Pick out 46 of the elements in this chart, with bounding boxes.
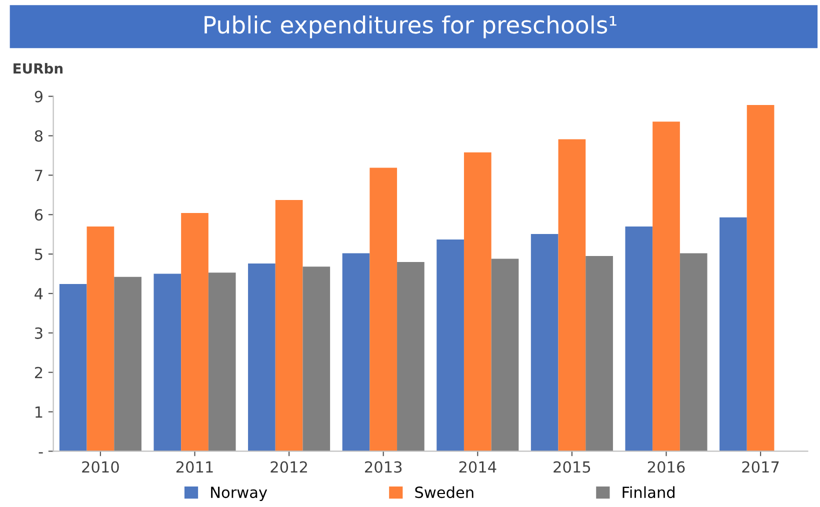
bar <box>114 276 142 452</box>
y-tick-label: 3 <box>35 327 42 339</box>
y-tick-label: 2 <box>34 366 42 378</box>
x-tick-label: 2015 <box>554 461 590 473</box>
x-tick-label: 2014 <box>459 461 496 473</box>
x-tick-label: 2010 <box>82 461 119 473</box>
legend-label: Finland <box>622 486 674 498</box>
y-tick-label: 1 <box>36 406 42 418</box>
bar <box>342 253 370 452</box>
legend-label: Sweden <box>415 486 474 498</box>
y-axis-title: EURbn <box>14 62 63 74</box>
bar <box>746 105 774 452</box>
bar <box>491 258 519 452</box>
bar <box>86 226 114 452</box>
y-tick-label: 9 <box>34 90 43 102</box>
bar <box>302 266 330 452</box>
bar <box>680 253 708 452</box>
bar <box>248 264 276 452</box>
y-tick-label: 8 <box>34 130 43 142</box>
bar <box>370 168 398 452</box>
bar <box>625 226 653 452</box>
bar <box>558 139 586 452</box>
x-tick-label: 2012 <box>270 461 307 473</box>
chart-title: Public expenditures for preschools¹ <box>204 15 616 38</box>
x-tick-label: 2011 <box>176 461 213 473</box>
y-tick-label: 5 <box>35 248 42 260</box>
legend-label: Norway <box>211 486 268 502</box>
y-tick-label: 6 <box>34 209 43 221</box>
bar <box>530 234 558 452</box>
bar <box>181 213 208 452</box>
bar <box>436 239 464 452</box>
y-tick-label: - <box>38 452 43 454</box>
bar <box>208 272 236 452</box>
bar <box>586 256 613 452</box>
bar <box>464 152 492 452</box>
bar <box>652 122 680 452</box>
y-tick-label: 7 <box>35 170 42 181</box>
y-tick-label: 4 <box>34 288 43 300</box>
bar <box>720 217 747 452</box>
bar <box>59 284 87 452</box>
x-tick-label: 2013 <box>365 461 402 473</box>
x-tick-label: 2016 <box>648 461 685 473</box>
bar <box>397 262 424 452</box>
bar <box>154 274 182 452</box>
bar <box>275 200 303 452</box>
x-tick-label: 2017 <box>742 461 779 473</box>
